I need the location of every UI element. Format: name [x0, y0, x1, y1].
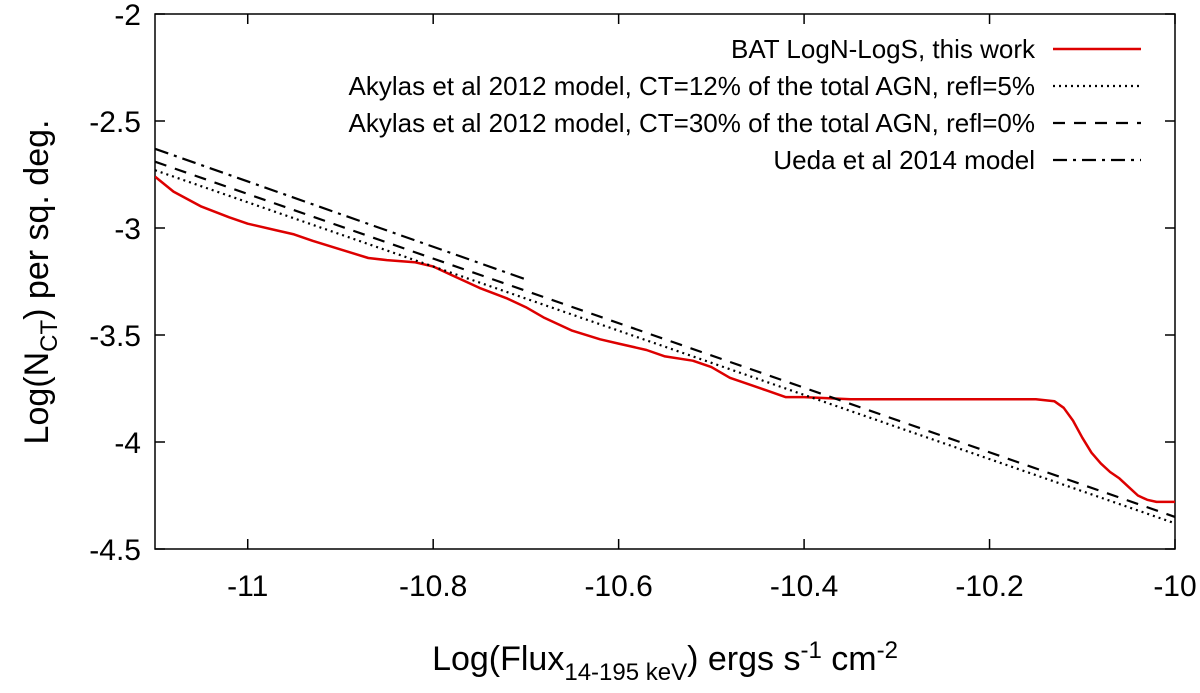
y-tick-label: -4: [114, 427, 141, 460]
series-line-ueda-et-al-2014-model: [155, 147, 527, 281]
tick-labels: -11 -10.8 -10.6 -10.4 -10.2 -10 -2 -2.5 -3 -3.5 -4…: [89, 0, 1196, 603]
x-axis-title-sup1: -1: [800, 637, 821, 664]
y-axis-title-prefix: Log(N: [18, 352, 56, 445]
legend-label: Ueda et al 2014 model: [773, 145, 1035, 175]
series-line-bat-logn-logs-this-work: [155, 175, 1175, 504]
legend-label: Akylas et al 2012 model, CT=30% of the t…: [349, 108, 1035, 138]
y-tick-label: -3: [114, 213, 141, 246]
plot-frame: [154, 13, 1176, 550]
x-tick-label: -10.6: [584, 570, 652, 603]
series-lines: [155, 147, 1175, 525]
y-tick-label: -3.5: [89, 320, 141, 353]
x-axis-title-middle: ) ergs s: [687, 640, 800, 678]
legend-item: Akylas et al 2012 model, CT=12% of the t…: [349, 71, 1141, 101]
x-tick-label: -10.8: [399, 570, 467, 603]
y-tick-label: -2.5: [89, 106, 141, 139]
x-axis-title-cm: cm: [822, 640, 877, 678]
x-axis-title-prefix: Log(Flux: [432, 640, 564, 678]
x-tick-label: -10: [1153, 570, 1196, 603]
y-axis-title: Log(NCT) per sq. deg.: [18, 120, 63, 445]
legend-item: BAT LogN-LogS, this work: [731, 34, 1141, 64]
y-tick-label: -4.5: [89, 534, 141, 567]
series-line-akylas-et-al-2012-model-ct-30-of-the-total-agn-refl-0: [155, 160, 1175, 518]
x-tick-label: -11: [227, 570, 268, 603]
x-tick-label: -10.4: [770, 570, 838, 603]
legend: BAT LogN-LogS, this work Akylas et al 201…: [349, 34, 1141, 175]
legend-item: Akylas et al 2012 model, CT=30% of the t…: [349, 108, 1141, 138]
y-axis-title-suffix: ) per sq. deg.: [18, 120, 56, 320]
axis-ticks: [155, 13, 1176, 550]
legend-label: Akylas et al 2012 model, CT=12% of the t…: [349, 71, 1035, 101]
x-axis-title-subscript: 14-195 keV: [564, 659, 687, 686]
x-axis-title-sup2: -2: [877, 637, 898, 664]
legend-item: Ueda et al 2014 model: [773, 145, 1141, 175]
y-tick-label: -2: [114, 0, 141, 32]
x-axis-title: Log(Flux14-195 keV) ergs s-1 cm-2: [432, 637, 898, 686]
legend-label: BAT LogN-LogS, this work: [731, 34, 1036, 64]
x-tick-label: -10.2: [955, 570, 1023, 603]
y-axis-title-subscript: CT: [36, 320, 63, 352]
series-line-akylas-et-al-2012-model-ct-12-of-the-total-agn-refl-5: [155, 169, 1175, 525]
